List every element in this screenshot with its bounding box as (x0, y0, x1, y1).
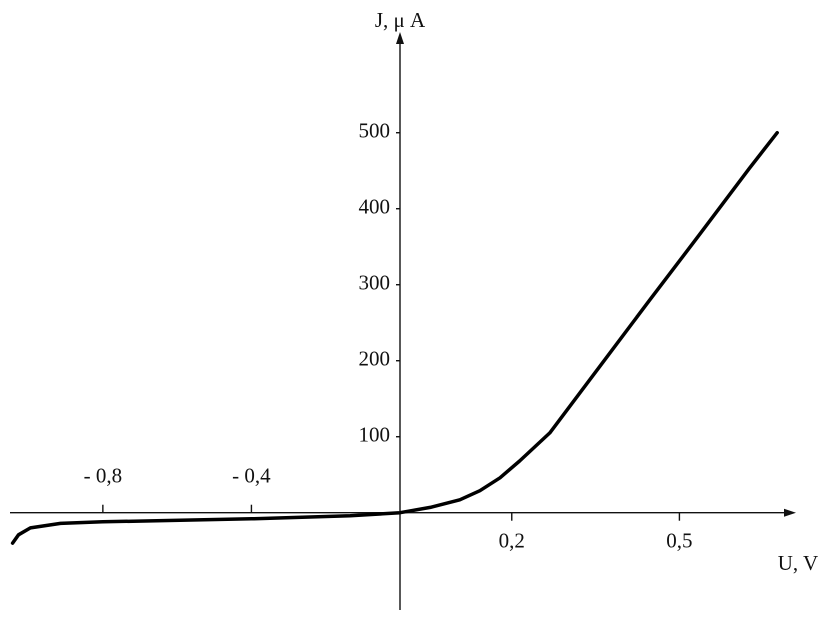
x-tick-label: - 0,8 (84, 464, 123, 488)
y-tick-label: 200 (359, 347, 391, 371)
x-tick-label: 0,2 (499, 529, 525, 553)
y-tick-label: 100 (359, 423, 391, 447)
curve (10, 130, 779, 545)
y-axis-arrow (396, 32, 404, 44)
x-tick-label: 0,5 (666, 529, 692, 553)
y-tick-label: 300 (359, 271, 391, 295)
y-tick-label: 400 (359, 195, 391, 219)
y-tick-label: 500 (359, 119, 391, 143)
x-tick-label: - 0,4 (232, 464, 271, 488)
x-axis-arrow (784, 508, 796, 517)
y-axis-label: J, μ A (375, 8, 426, 32)
x-axis-label: U, V (778, 551, 818, 575)
